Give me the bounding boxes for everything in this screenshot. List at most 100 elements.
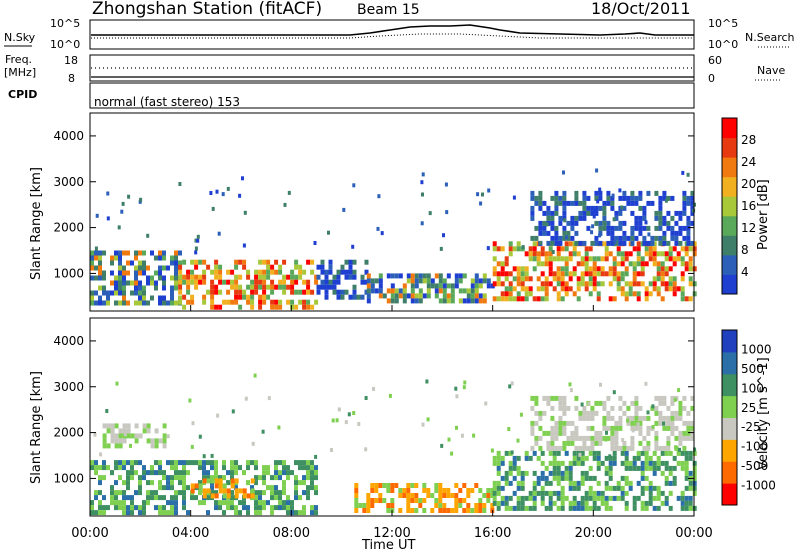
heatmap-scatter-cell	[519, 412, 523, 417]
heatmap-cell	[462, 483, 467, 488]
heatmap-cell	[202, 269, 207, 275]
heatmap-cell	[210, 284, 215, 290]
heatmap-cell	[528, 495, 533, 501]
heatmap-cell	[546, 205, 551, 211]
heatmap-cell	[636, 495, 641, 501]
heatmap-cell	[162, 438, 167, 444]
heatmap-cell	[670, 400, 675, 406]
heatmap-cell	[486, 278, 491, 284]
heatmap-cell	[274, 475, 278, 481]
heatmap-cell	[422, 508, 427, 513]
heatmap-cell	[544, 465, 549, 471]
nave-label: Nave	[757, 64, 785, 77]
heatmap-cell	[678, 435, 683, 441]
heatmap-cell	[536, 475, 541, 481]
heatmap-cell	[520, 271, 525, 277]
heatmap-cell	[418, 293, 423, 299]
heatmap-cell	[656, 490, 661, 496]
heatmap-cell	[666, 420, 671, 426]
heatmap-scatter-cell	[590, 230, 594, 235]
heatmap-cell	[576, 281, 581, 287]
heatmap-cell	[186, 299, 191, 305]
heatmap-cell	[366, 503, 371, 508]
heatmap-cell	[262, 284, 267, 290]
heatmap-cell	[616, 286, 621, 292]
heatmap-cell	[548, 261, 553, 267]
heatmap-cell	[536, 256, 541, 262]
heatmap-cell	[584, 271, 589, 277]
heatmap-cell	[580, 460, 585, 466]
colorbar-swatch	[722, 235, 737, 256]
heatmap-cell	[626, 235, 631, 241]
heatmap-cell	[386, 488, 391, 493]
heatmap-cell	[580, 276, 585, 282]
heatmap-cell	[102, 505, 106, 511]
heatmap-cell	[454, 493, 459, 498]
heatmap-cell	[638, 215, 643, 221]
heatmap-scatter-cell	[115, 381, 119, 386]
heatmap-cell	[548, 251, 553, 257]
heatmap-cell	[664, 475, 669, 481]
heatmap-cell	[660, 490, 665, 496]
heatmap-cell	[170, 495, 174, 501]
heatmap-cell	[684, 460, 689, 466]
heatmap-cell	[508, 291, 513, 297]
heatmap-cell	[630, 240, 635, 246]
colorbar-swatch	[722, 330, 737, 353]
heatmap-cell	[166, 265, 170, 271]
heatmap-cell	[496, 246, 501, 252]
heatmap-cell	[534, 195, 539, 201]
heatmap-cell	[596, 450, 601, 456]
heatmap-cell	[234, 460, 238, 466]
heatmap-cell	[570, 215, 575, 221]
heatmap-scatter-cell	[106, 191, 110, 196]
heatmap-cell	[258, 299, 263, 305]
heatmap-cell	[536, 286, 541, 292]
heatmap-scatter-cell	[342, 207, 346, 212]
heatmap-cell	[678, 410, 683, 416]
heatmap-cell	[586, 205, 591, 211]
heatmap-scatter-cell	[562, 170, 565, 175]
heatmap-cell	[560, 505, 565, 511]
heatmap-cell	[668, 490, 673, 496]
heatmap-cell	[422, 483, 427, 488]
heatmap-cell	[254, 460, 258, 466]
heatmap-cell	[458, 488, 463, 493]
heatmap-cell	[632, 261, 637, 267]
heatmap-cell	[632, 460, 637, 466]
heatmap-cell	[588, 475, 593, 481]
heatmap-cell	[546, 215, 551, 221]
heatmap-cell	[636, 296, 641, 302]
colorbar-swatch	[722, 137, 737, 158]
heatmap-cell	[580, 261, 585, 267]
heatmap-scatter-cell	[565, 235, 568, 240]
heatmap-cell	[126, 495, 130, 501]
heatmap-cell	[596, 271, 601, 277]
heatmap-cell	[572, 246, 577, 252]
heatmap-cell	[594, 400, 599, 406]
heatmap-scatter-cell	[198, 434, 202, 439]
heatmap-cell	[570, 200, 575, 206]
heatmap-cell	[214, 505, 218, 511]
heatmap-cell	[604, 251, 609, 257]
heatmap-cell	[198, 480, 202, 486]
heatmap-cell	[492, 455, 497, 461]
heatmap-cell	[504, 286, 509, 292]
heatmap-cell	[146, 438, 151, 444]
heatmap-cell	[530, 395, 535, 401]
heatmap-cell	[690, 190, 695, 196]
x-tick-label: 00:00	[675, 526, 712, 541]
heatmap-cell	[470, 508, 475, 513]
heatmap-cell	[550, 415, 555, 421]
heatmap-cell	[548, 495, 553, 501]
heatmap-cell	[270, 490, 274, 496]
heatmap-cell	[584, 286, 589, 292]
heatmap-cell	[616, 485, 621, 491]
heatmap-cell	[670, 230, 675, 236]
heatmap-cell	[298, 495, 302, 501]
heatmap-cell	[398, 508, 403, 513]
heatmap-cell	[568, 276, 573, 282]
heatmap-cell	[434, 283, 439, 289]
heatmap-cell	[662, 215, 667, 221]
